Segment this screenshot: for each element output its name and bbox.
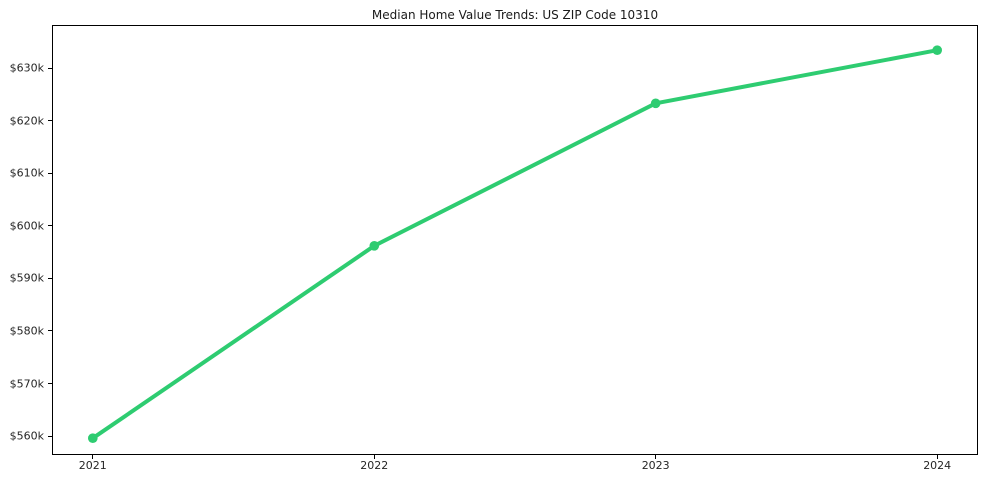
y-tick-mark	[48, 172, 52, 174]
x-tick-mark	[936, 455, 938, 459]
x-tick-label: 2021	[78, 459, 107, 472]
y-tick-label: $590k	[9, 271, 44, 285]
x-tick-mark	[92, 455, 94, 459]
y-tick-mark	[48, 225, 52, 227]
x-tick-label: 2022	[360, 459, 389, 472]
y-tick-label: $630k	[9, 61, 44, 75]
x-tick-label: 2023	[641, 459, 670, 472]
y-tick-label: $560k	[9, 429, 44, 443]
x-tick-label: 2024	[923, 459, 952, 472]
chart-title: Median Home Value Trends: US ZIP Code 10…	[371, 8, 659, 22]
y-tick-mark	[48, 330, 52, 332]
y-tick-label: $610k	[9, 166, 44, 180]
x-tick-mark	[373, 455, 375, 459]
y-tick-label: $580k	[9, 324, 44, 338]
x-tick-mark	[655, 455, 657, 459]
y-tick-label: $600k	[9, 219, 44, 233]
y-tick-label: $620k	[9, 114, 44, 128]
y-tick-mark	[48, 277, 52, 279]
y-tick-label: $570k	[9, 377, 44, 390]
y-tick-mark	[48, 120, 52, 122]
plot-area	[52, 25, 978, 455]
y-tick-mark	[48, 67, 52, 69]
y-tick-mark	[48, 435, 52, 437]
y-tick-mark	[48, 383, 52, 384]
